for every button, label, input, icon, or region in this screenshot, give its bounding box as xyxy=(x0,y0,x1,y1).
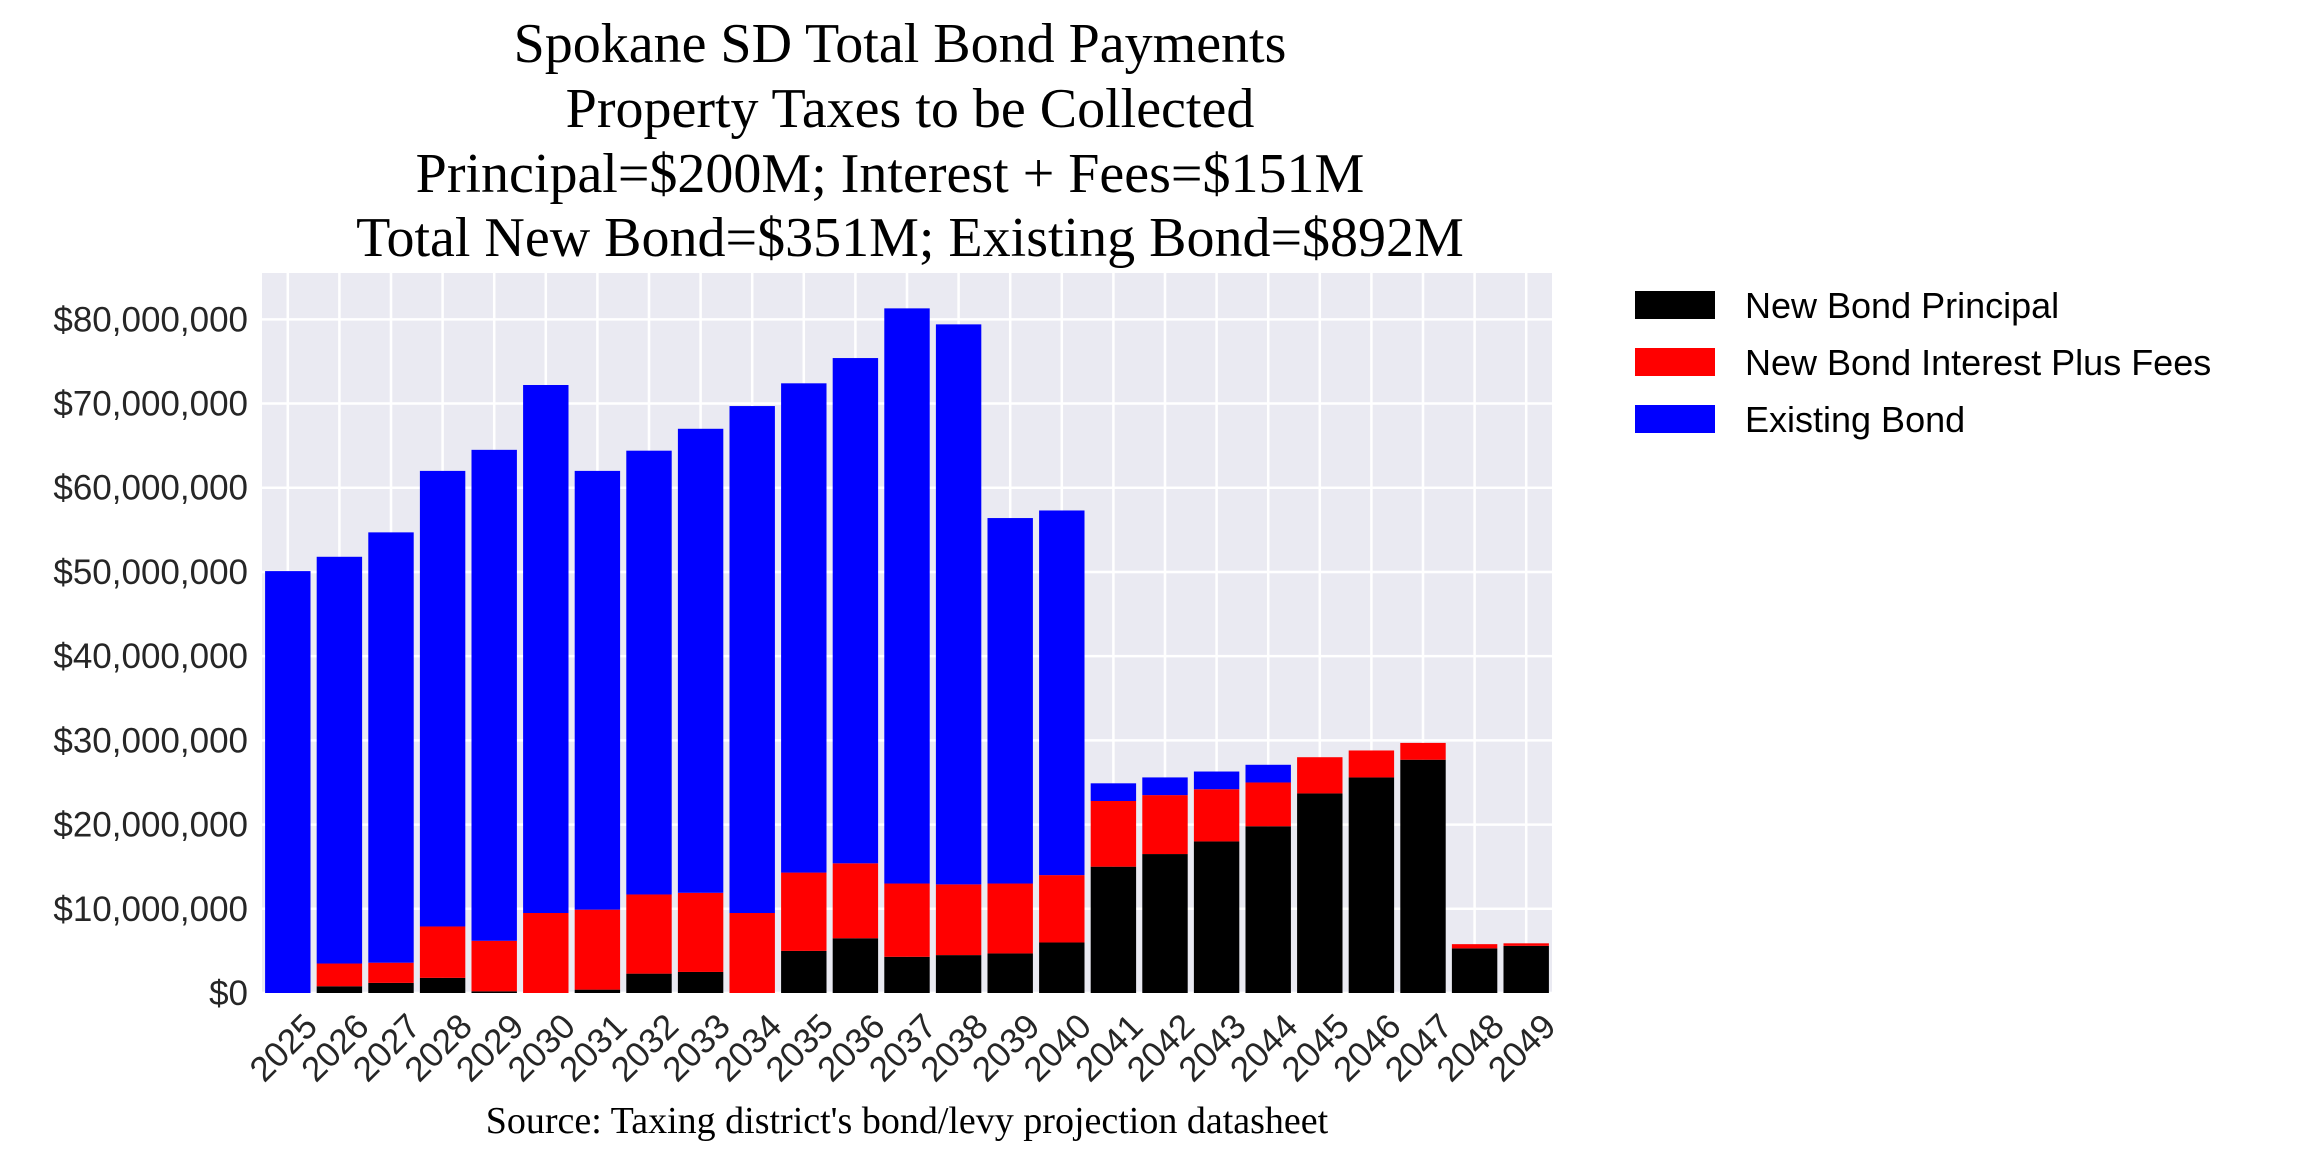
bar-2049-series-2 xyxy=(1503,943,1549,946)
bar-2032-series-3 xyxy=(626,450,672,895)
y-tick-label: $20,000,000 xyxy=(53,806,248,845)
title-line-3: Principal=$200M; Interest + Fees=$151M xyxy=(416,143,1365,205)
chart-title: Spokane SD Total Bond Payments Property … xyxy=(356,13,1464,269)
bar-2037-series-3 xyxy=(884,308,930,884)
bar-2040-series-3 xyxy=(1039,510,1085,876)
legend-swatch xyxy=(1635,348,1715,376)
bar-2029-series-3 xyxy=(471,449,517,941)
bar-2037-series-2 xyxy=(884,883,930,957)
bar-2044-series-3 xyxy=(1245,764,1291,783)
bar-2041-series-1 xyxy=(1090,866,1137,993)
bar-2039-series-1 xyxy=(987,953,1033,993)
bar-2028-series-1 xyxy=(419,977,466,993)
bar-2048-series-2 xyxy=(1451,944,1498,949)
bar-2027-series-1 xyxy=(368,982,414,993)
bar-2047-series-1 xyxy=(1400,759,1446,993)
bar-2041-series-3 xyxy=(1090,783,1137,801)
y-tick-label: $50,000,000 xyxy=(53,553,248,592)
source-note: Source: Taxing district's bond/levy proj… xyxy=(486,1100,1329,1142)
bar-2028-series-3 xyxy=(419,470,466,927)
bar-2025-series-3 xyxy=(265,571,311,993)
bar-2041-series-2 xyxy=(1090,801,1137,867)
title-line-2: Property Taxes to be Collected xyxy=(566,78,1255,140)
bar-2042-series-1 xyxy=(1142,854,1188,993)
bar-2049-series-1 xyxy=(1503,945,1549,993)
bar-2029-series-2 xyxy=(471,940,517,992)
bar-2038-series-2 xyxy=(935,884,982,956)
bar-2044-series-1 xyxy=(1245,826,1291,993)
y-axis-ticks: $0 $10,000,000 $20,000,000 $30,000,000 $40,0… xyxy=(53,300,248,1013)
bar-2038-series-1 xyxy=(935,955,982,993)
legend: New Bond Principal New Bond Interest Plus… xyxy=(1635,285,2211,440)
bar-2030-series-2 xyxy=(523,913,569,993)
bar-2031-series-2 xyxy=(574,909,621,990)
bar-2039-series-3 xyxy=(987,518,1033,884)
bar-2044-series-2 xyxy=(1245,782,1291,827)
bar-2027-series-3 xyxy=(368,532,414,963)
bar-2026-series-2 xyxy=(316,963,363,987)
bar-2036-series-3 xyxy=(832,358,879,864)
bar-2042-series-3 xyxy=(1142,777,1188,796)
bar-2032-series-1 xyxy=(626,973,672,993)
legend-label: Existing Bond xyxy=(1745,399,1965,440)
bar-2036-series-2 xyxy=(832,863,879,939)
bar-2045-series-2 xyxy=(1297,757,1343,794)
bar-2045-series-1 xyxy=(1297,793,1343,993)
bar-2035-series-3 xyxy=(781,383,827,873)
bar-2032-series-2 xyxy=(626,894,672,974)
bar-2028-series-2 xyxy=(419,926,466,978)
bar-2046-series-1 xyxy=(1348,777,1395,993)
bar-2038-series-3 xyxy=(935,324,982,885)
bar-2043-series-1 xyxy=(1193,841,1240,993)
bar-2043-series-2 xyxy=(1193,789,1240,842)
legend-swatch xyxy=(1635,291,1715,319)
bar-2039-series-2 xyxy=(987,883,1033,954)
bar-2026-series-1 xyxy=(316,986,363,993)
bar-2026-series-3 xyxy=(316,556,363,964)
bar-2033-series-3 xyxy=(677,428,724,893)
bar-2048-series-1 xyxy=(1451,948,1498,993)
y-tick-label: $70,000,000 xyxy=(53,385,248,424)
bar-2034-series-3 xyxy=(729,406,775,913)
title-line-4: Total New Bond=$351M; Existing Bond=$892… xyxy=(356,207,1464,269)
bar-2035-series-1 xyxy=(781,950,827,993)
bar-2033-series-2 xyxy=(677,892,724,972)
bar-2029-series-1 xyxy=(471,991,517,993)
bar-2040-series-2 xyxy=(1039,875,1085,943)
bar-2033-series-1 xyxy=(677,971,724,993)
y-tick-label: $40,000,000 xyxy=(53,637,248,676)
bar-2031-series-1 xyxy=(574,989,621,993)
bar-2027-series-2 xyxy=(368,962,414,983)
legend-label: New Bond Principal xyxy=(1745,285,2059,326)
title-line-1: Spokane SD Total Bond Payments xyxy=(514,13,1287,75)
bar-2047-series-2 xyxy=(1400,742,1446,760)
bar-2043-series-3 xyxy=(1193,771,1240,790)
y-tick-label: $60,000,000 xyxy=(53,469,248,508)
y-tick-label: $30,000,000 xyxy=(53,721,248,760)
bar-2042-series-2 xyxy=(1142,795,1188,855)
bar-2031-series-3 xyxy=(574,470,621,910)
x-axis-ticks: 2025202620272028202920302031203220332034… xyxy=(242,1007,1563,1090)
bar-2030-series-3 xyxy=(523,385,569,913)
y-tick-label: $80,000,000 xyxy=(53,300,248,339)
y-tick-label: $0 xyxy=(209,974,248,1013)
bar-2040-series-1 xyxy=(1039,942,1085,993)
bars xyxy=(265,308,1549,993)
bar-2035-series-2 xyxy=(781,872,827,951)
y-tick-label: $10,000,000 xyxy=(53,890,248,929)
bar-2034-series-2 xyxy=(729,913,775,993)
bar-2036-series-1 xyxy=(832,938,879,993)
bar-2046-series-2 xyxy=(1348,750,1395,778)
bar-2037-series-1 xyxy=(884,956,930,993)
legend-label: New Bond Interest Plus Fees xyxy=(1745,342,2211,383)
legend-swatch xyxy=(1635,405,1715,433)
